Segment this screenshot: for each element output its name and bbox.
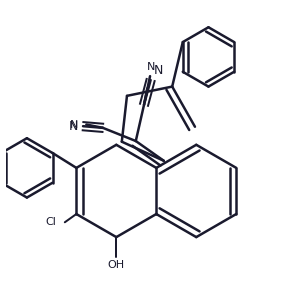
Text: N: N bbox=[146, 62, 155, 72]
Text: N: N bbox=[70, 119, 78, 130]
Text: OH: OH bbox=[108, 260, 125, 270]
Text: Cl: Cl bbox=[46, 217, 57, 227]
Text: N: N bbox=[69, 120, 78, 133]
Text: N: N bbox=[154, 64, 163, 77]
